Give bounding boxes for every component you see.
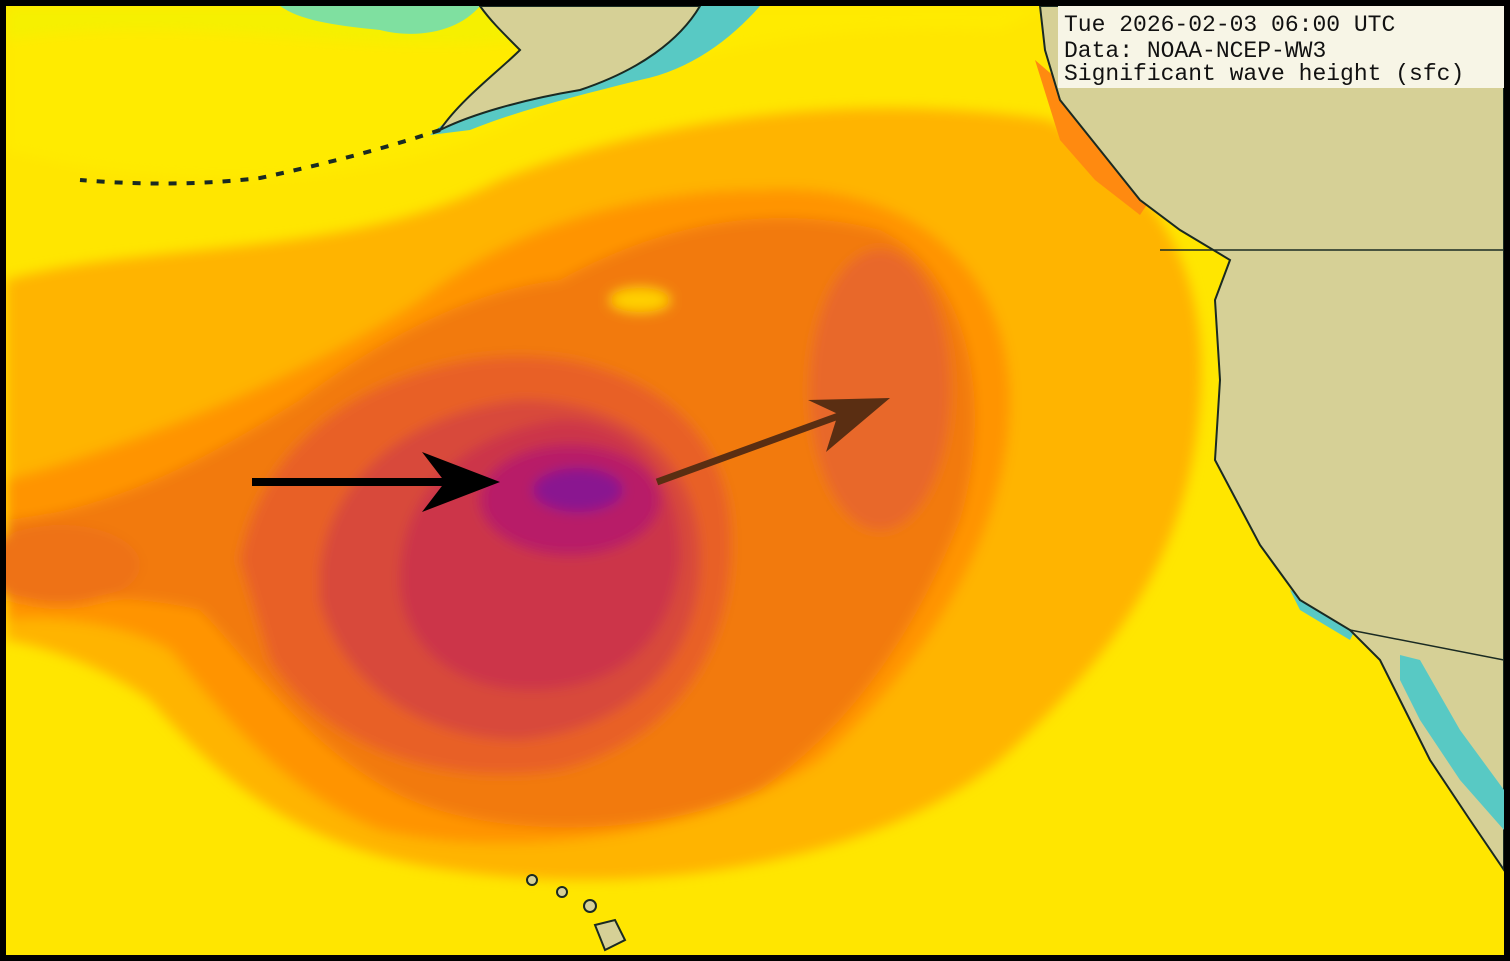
info-box xyxy=(1058,6,1504,88)
gulf-of-california xyxy=(1400,655,1504,830)
alaska xyxy=(437,6,702,133)
map-area: Tue 2026-02-03 06:00 UTC Data: NOAA-NCEP… xyxy=(6,6,1504,955)
arrow-northeast xyxy=(655,398,890,486)
arrow-west xyxy=(252,452,500,512)
data-source: Data: NOAA-NCEP-WW3 xyxy=(1064,38,1326,64)
coastal-water xyxy=(280,6,480,34)
wave-field xyxy=(6,6,1202,880)
timestamp: Tue 2026-02-03 06:00 UTC xyxy=(1064,12,1395,38)
borders xyxy=(1160,249,1504,661)
hawaii xyxy=(526,874,627,952)
aleutians xyxy=(79,128,441,186)
north-america xyxy=(1038,6,1504,872)
variable: Significant wave height (sfc) xyxy=(1064,61,1464,87)
